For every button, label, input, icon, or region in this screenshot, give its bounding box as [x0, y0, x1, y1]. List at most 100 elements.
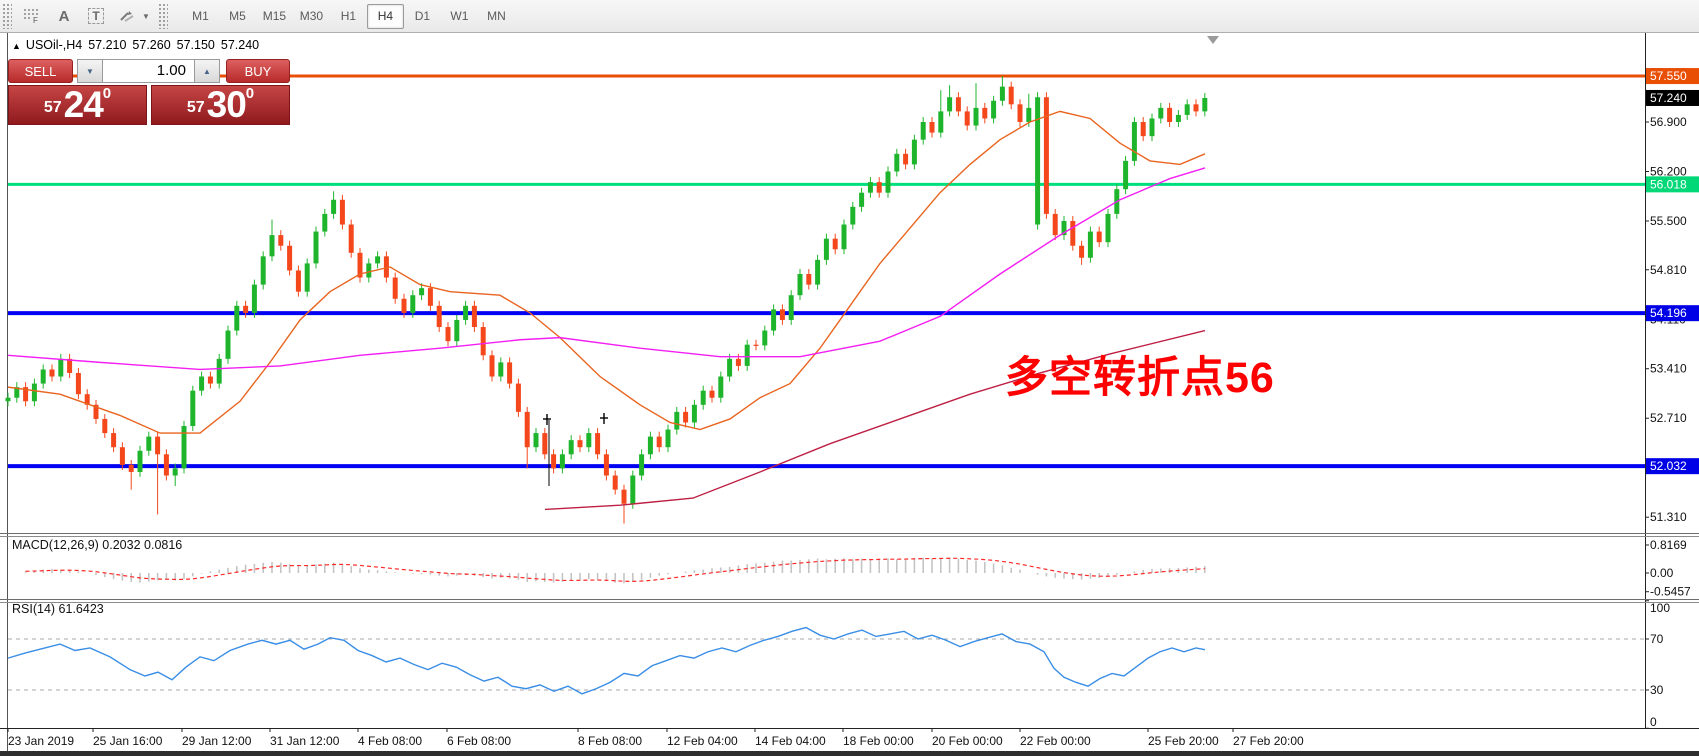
tf-button-w1[interactable]: W1	[450, 8, 469, 23]
candle-body	[454, 319, 460, 342]
candle-body	[31, 383, 37, 402]
candle-body	[991, 100, 997, 119]
rsi-axis-label: 30	[1650, 683, 1664, 697]
candle-body	[1193, 104, 1199, 112]
candle-body	[753, 344, 759, 346]
candle-body	[172, 468, 178, 476]
text-box-icon[interactable]: T	[83, 4, 109, 28]
tf-button-d1[interactable]: D1	[414, 8, 431, 23]
candle-body	[568, 440, 574, 455]
toolbar-grip-2[interactable]	[157, 3, 168, 29]
toolbar: F A T ▼ M1 M5 M15 M30 H1 H4 D1 W1 MN	[0, 0, 1699, 33]
sell-button[interactable]: SELL	[8, 59, 73, 83]
ma-line-ma-medium	[7, 167, 1206, 371]
buy-price-small: 57	[186, 99, 205, 116]
candle-body	[586, 433, 592, 448]
tf-button-m5[interactable]: M5	[229, 8, 246, 23]
tf-button-h4[interactable]: H4	[366, 3, 404, 29]
candle-body	[331, 199, 337, 214]
candle-body	[383, 256, 389, 278]
candle-body	[5, 397, 11, 402]
tf-button-m15[interactable]: M15	[262, 8, 287, 23]
candle-body	[876, 182, 882, 193]
candle-body	[683, 411, 689, 423]
candle-body	[1123, 160, 1129, 190]
price-badge	[1646, 68, 1699, 85]
candle-body	[1131, 122, 1137, 161]
chart-window: 57.60056.90056.20055.50054.81054.11053.4…	[0, 32, 1699, 756]
letter-a-icon[interactable]: A	[58, 7, 70, 25]
candle-body	[744, 344, 750, 366]
dotted-grid-icon[interactable]: F	[19, 4, 45, 28]
candle-body	[199, 376, 205, 391]
candle-body	[1043, 97, 1049, 214]
candle-body	[1105, 213, 1111, 243]
candle-body	[524, 411, 530, 448]
candle-body	[595, 433, 601, 455]
buy-price-big: 30	[206, 84, 247, 125]
candle-body	[1087, 231, 1093, 258]
candle-body	[771, 309, 777, 331]
candle-body	[313, 231, 319, 264]
tf-button-h1[interactable]: H1	[340, 8, 357, 23]
candle-body	[1140, 122, 1146, 137]
time-tick-label: 18 Feb 00:00	[843, 734, 914, 748]
sell-price-big: 24	[63, 84, 104, 125]
candle-body	[700, 390, 706, 405]
candle-body	[832, 238, 838, 250]
time-tick-label: 23 Jan 2019	[8, 734, 74, 748]
candle-body	[559, 454, 565, 469]
volume-input[interactable]: 1.00	[103, 59, 194, 83]
candle-body	[885, 171, 891, 193]
time-tick-label: 8 Feb 08:00	[578, 734, 642, 748]
price-badge-label: 54.196	[1650, 306, 1687, 320]
candle-body	[1052, 213, 1058, 236]
time-tick-label: 25 Feb 20:00	[1148, 734, 1219, 748]
volume-increase-button[interactable]: ▲	[194, 59, 220, 83]
price-tick-label: 56.200	[1650, 164, 1687, 178]
candle-body	[163, 454, 169, 476]
tf-button-mn[interactable]: MN	[487, 8, 506, 23]
tf-button-m30[interactable]: M30	[299, 8, 324, 23]
chart-canvas[interactable]: 57.60056.90056.20055.50054.81054.11053.4…	[0, 32, 1699, 756]
candle-body	[788, 295, 794, 320]
macd-axis-label: -0.5457	[1650, 585, 1691, 599]
time-tick-label: 6 Feb 08:00	[447, 734, 511, 748]
candle-body	[1149, 118, 1155, 137]
candle-body	[471, 305, 477, 328]
candle-body	[304, 263, 310, 292]
price-tick-label: 51.310	[1650, 510, 1687, 524]
candle-body	[225, 330, 231, 359]
candle-body	[621, 489, 627, 504]
tf-button-m1[interactable]: M1	[192, 8, 209, 23]
candle-body	[850, 206, 856, 225]
candle-body	[815, 259, 821, 285]
candle-body	[498, 362, 504, 377]
candle-body	[630, 475, 636, 504]
candle-body	[322, 213, 328, 232]
arrows-style-icon[interactable]	[115, 4, 141, 28]
ohlc-low: 57.150	[176, 38, 215, 52]
candle-body	[1017, 104, 1023, 122]
candle-body	[938, 111, 944, 133]
ma-line-ma-fast	[7, 110, 1206, 434]
volume-decrease-button[interactable]: ▼	[77, 59, 103, 83]
chart-annotation-text: 多空转折点56	[1005, 354, 1275, 402]
candle-body	[102, 418, 108, 434]
candle-body	[603, 454, 609, 476]
price-badge	[1646, 458, 1699, 475]
ohlc-close: 57.240	[220, 38, 260, 52]
candle-body	[999, 86, 1005, 101]
candle-body	[867, 182, 873, 193]
sell-price-display[interactable]: 57 24 0	[8, 85, 147, 125]
toolbar-grip[interactable]	[2, 3, 12, 29]
candle-body	[947, 97, 953, 112]
candle-body	[859, 192, 865, 207]
dropdown-caret-icon[interactable]: ▼	[142, 11, 150, 21]
candle-body	[973, 107, 979, 126]
macd-signal-line	[25, 557, 1205, 582]
buy-button[interactable]: BUY	[226, 59, 290, 83]
price-tick-label: 55.500	[1650, 214, 1687, 228]
buy-price-display[interactable]: 57 30 0	[151, 85, 290, 125]
rsi-line	[7, 626, 1206, 695]
